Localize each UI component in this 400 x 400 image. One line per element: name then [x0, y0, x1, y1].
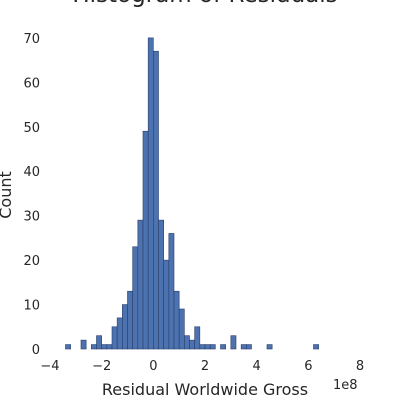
histogram-bar: [163, 259, 170, 350]
histogram-bar: [111, 326, 118, 350]
x-axis-label: Residual Worldwide Gross: [102, 380, 308, 399]
histogram-bar: [199, 344, 206, 350]
histogram-bar: [96, 335, 102, 350]
y-tick-label: 0: [32, 343, 40, 358]
histogram-bar: [209, 344, 216, 350]
y-tick-label: 70: [23, 32, 40, 47]
y-tick-label: 30: [23, 210, 40, 225]
histogram-bar: [220, 344, 226, 350]
histogram-bar: [153, 50, 159, 350]
x-tick-label: 8: [356, 359, 364, 374]
histogram-bar: [178, 308, 185, 350]
x-tick-label: 6: [304, 359, 312, 374]
histogram-bar: [106, 344, 113, 350]
chart-title: Histogram of Residuals: [72, 0, 337, 8]
y-tick-label: 10: [23, 299, 40, 314]
histogram-bar: [204, 344, 211, 350]
x-tick-label: −4: [40, 359, 59, 374]
y-axis-label: Count: [0, 171, 15, 219]
x-tick-label: 4: [253, 359, 261, 374]
x-tick-label: 2: [201, 359, 209, 374]
histogram-bar: [122, 304, 128, 350]
histogram-bar: [168, 233, 175, 350]
bars-group: [65, 37, 319, 350]
y-tick-label: 50: [23, 121, 40, 136]
histogram-bar: [246, 344, 252, 350]
histogram-bar: [158, 219, 164, 350]
histogram-bar: [142, 130, 149, 350]
y-tick-labels: 0 10 20 30 40 50 60 70: [23, 32, 40, 358]
histogram-bar: [91, 344, 97, 350]
histogram-bar: [116, 317, 123, 350]
histogram-bar: [313, 344, 319, 350]
histogram-bar: [101, 344, 108, 350]
x-tick-labels: −4 −2 0 2 4 6 8: [40, 359, 364, 374]
histogram-bar: [80, 339, 87, 350]
histogram-bar: [184, 335, 190, 350]
y-tick-label: 20: [23, 254, 40, 269]
histogram-bar: [137, 219, 144, 350]
histogram-bar: [147, 37, 154, 350]
y-tick-label: 60: [23, 76, 40, 91]
histogram-bar: [189, 339, 195, 350]
histogram-bar: [173, 290, 180, 350]
histogram-bar: [194, 326, 201, 350]
y-tick-label: 40: [23, 165, 40, 180]
histogram-bar: [240, 344, 247, 350]
histogram-bar: [132, 246, 139, 350]
histogram-bar: [127, 290, 133, 350]
histogram-bar: [266, 344, 273, 350]
x-tick-label: −2: [92, 359, 111, 374]
x-offset-label: 1e8: [333, 378, 358, 393]
x-tick-label: 0: [149, 359, 157, 374]
histogram-bar: [65, 344, 71, 350]
histogram-bar: [230, 335, 237, 350]
